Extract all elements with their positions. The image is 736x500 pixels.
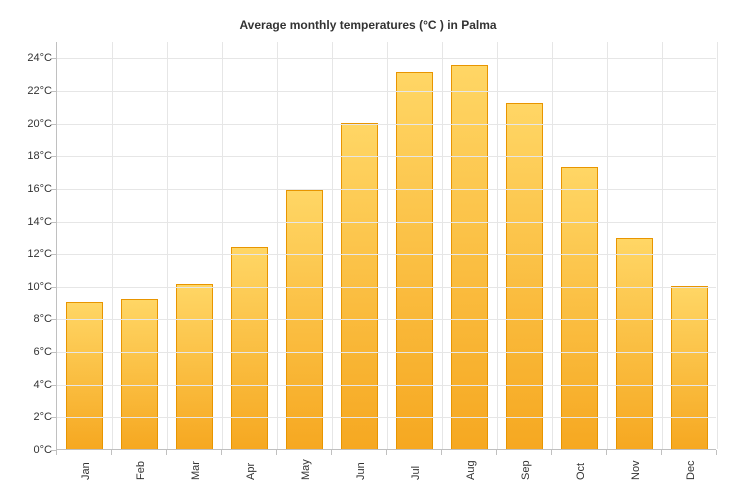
y-tick-label: 14°C	[8, 216, 52, 228]
x-tick-label: Mar	[190, 461, 202, 480]
x-tick-mark	[276, 450, 277, 455]
x-gridline	[167, 42, 168, 449]
y-tick-label: 4°C	[8, 379, 52, 391]
x-gridline	[662, 42, 663, 449]
x-tick-mark	[606, 450, 607, 455]
x-tick-mark	[221, 450, 222, 455]
bar	[176, 284, 213, 449]
x-tick-label: Aug	[465, 460, 477, 480]
y-tick-label: 18°C	[8, 150, 52, 162]
bar	[121, 299, 158, 449]
y-tick-label: 20°C	[8, 118, 52, 130]
x-gridline	[552, 42, 553, 449]
x-tick-label: Nov	[630, 460, 642, 480]
bar	[506, 103, 543, 449]
x-tick-mark	[661, 450, 662, 455]
x-tick-mark	[496, 450, 497, 455]
x-tick-mark	[716, 450, 717, 455]
x-gridline	[387, 42, 388, 449]
plot-area	[56, 42, 716, 450]
x-tick-mark	[111, 450, 112, 455]
y-tick-label: 10°C	[8, 281, 52, 293]
x-tick-label: Sep	[520, 460, 532, 480]
bar	[561, 167, 598, 449]
y-tick-label: 6°C	[8, 346, 52, 358]
bar	[231, 247, 268, 449]
chart-title: Average monthly temperatures (°C ) in Pa…	[0, 18, 736, 32]
x-tick-label: Jul	[410, 466, 422, 480]
x-tick-mark	[166, 450, 167, 455]
y-tick-label: 8°C	[8, 313, 52, 325]
x-tick-label: May	[300, 459, 312, 480]
x-tick-label: Oct	[575, 463, 587, 480]
x-tick-label: Jan	[80, 462, 92, 480]
y-tick-label: 22°C	[8, 85, 52, 97]
x-gridline	[442, 42, 443, 449]
x-tick-label: Apr	[245, 463, 257, 480]
x-gridline	[717, 42, 718, 449]
x-gridline	[277, 42, 278, 449]
y-tick-label: 2°C	[8, 411, 52, 423]
y-tick-label: 16°C	[8, 183, 52, 195]
x-gridline	[607, 42, 608, 449]
x-gridline	[112, 42, 113, 449]
bar	[341, 123, 378, 449]
x-tick-label: Dec	[685, 460, 697, 480]
x-tick-mark	[331, 450, 332, 455]
x-tick-mark	[551, 450, 552, 455]
bar	[396, 72, 433, 449]
x-tick-mark	[441, 450, 442, 455]
bar	[671, 286, 708, 449]
x-tick-mark	[386, 450, 387, 455]
x-gridline	[332, 42, 333, 449]
x-tick-mark	[56, 450, 57, 455]
y-tick-label: 12°C	[8, 248, 52, 260]
x-tick-label: Feb	[135, 461, 147, 480]
y-tick-label: 0°C	[8, 444, 52, 456]
x-tick-label: Jun	[355, 462, 367, 480]
x-gridline	[497, 42, 498, 449]
bar	[66, 302, 103, 449]
y-tick-label: 24°C	[8, 52, 52, 64]
x-gridline	[222, 42, 223, 449]
temperature-chart: Average monthly temperatures (°C ) in Pa…	[0, 0, 736, 500]
